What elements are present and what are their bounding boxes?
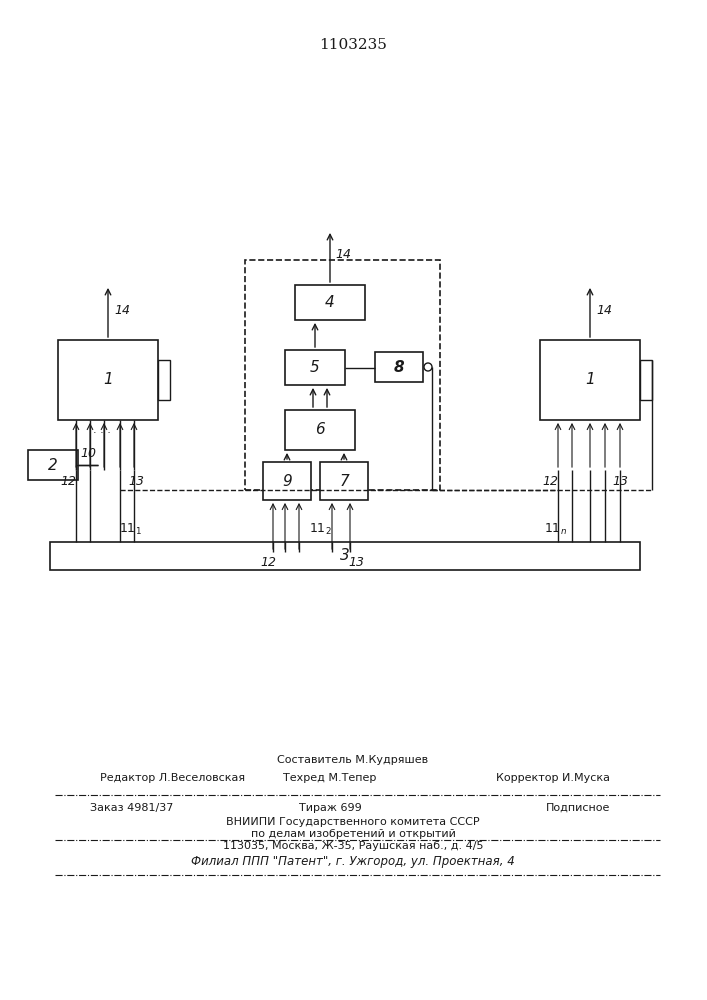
Text: 13: 13 xyxy=(128,475,144,488)
Bar xyxy=(540,340,640,420)
Text: $11_2$: $11_2$ xyxy=(309,522,332,537)
Bar xyxy=(285,410,355,450)
Bar xyxy=(263,462,311,500)
Bar xyxy=(158,360,170,400)
Bar xyxy=(58,340,158,420)
Bar xyxy=(50,542,640,570)
Text: 5: 5 xyxy=(310,360,320,375)
Text: 12: 12 xyxy=(60,475,76,488)
Text: 12: 12 xyxy=(260,556,276,569)
Bar xyxy=(285,350,345,385)
Text: 7: 7 xyxy=(339,474,349,488)
Text: 13: 13 xyxy=(612,475,628,488)
Bar xyxy=(375,352,423,382)
Text: Составитель М.Кудряшев: Составитель М.Кудряшев xyxy=(277,755,428,765)
Text: 4: 4 xyxy=(325,295,335,310)
Text: $11_n$: $11_n$ xyxy=(544,522,566,537)
Bar xyxy=(295,285,365,320)
Bar xyxy=(28,450,78,480)
Text: Тираж 699: Тираж 699 xyxy=(298,803,361,813)
Bar xyxy=(640,360,652,400)
Text: 8: 8 xyxy=(394,360,404,374)
Text: Редактор Л.Веселовская: Редактор Л.Веселовская xyxy=(100,773,245,783)
Text: Подписное: Подписное xyxy=(546,803,610,813)
Text: 14: 14 xyxy=(596,304,612,316)
Text: 3: 3 xyxy=(340,548,350,564)
Text: 1: 1 xyxy=(103,372,113,387)
Text: $11_1$: $11_1$ xyxy=(119,522,141,537)
Text: 14: 14 xyxy=(114,304,130,316)
Text: 2: 2 xyxy=(48,458,58,473)
Text: по делам изобретений и открытий: по делам изобретений и открытий xyxy=(250,829,455,839)
Text: 1: 1 xyxy=(585,372,595,387)
Text: 14: 14 xyxy=(335,248,351,261)
Text: Корректор И.Муска: Корректор И.Муска xyxy=(496,773,610,783)
Text: 1103235: 1103235 xyxy=(319,38,387,52)
Text: . . .: . . . xyxy=(93,425,111,435)
Bar xyxy=(245,260,440,490)
Text: ВНИИПИ Государственного комитета СССР: ВНИИПИ Государственного комитета СССР xyxy=(226,817,480,827)
Text: 6: 6 xyxy=(315,422,325,438)
Text: 113035, Москва, Ж-35, Раушская наб., д. 4/5: 113035, Москва, Ж-35, Раушская наб., д. … xyxy=(223,841,484,851)
Text: Филиал ППП "Патент", г. Ужгород, ул. Проектная, 4: Филиал ППП "Патент", г. Ужгород, ул. Про… xyxy=(191,856,515,868)
Text: 13: 13 xyxy=(348,556,364,569)
Text: 12: 12 xyxy=(542,475,558,488)
Text: Техред М.Тепер: Техред М.Тепер xyxy=(284,773,377,783)
Bar xyxy=(320,462,368,500)
Text: Заказ 4981/37: Заказ 4981/37 xyxy=(90,803,173,813)
Text: 9: 9 xyxy=(282,474,292,488)
Text: 10: 10 xyxy=(80,447,96,460)
